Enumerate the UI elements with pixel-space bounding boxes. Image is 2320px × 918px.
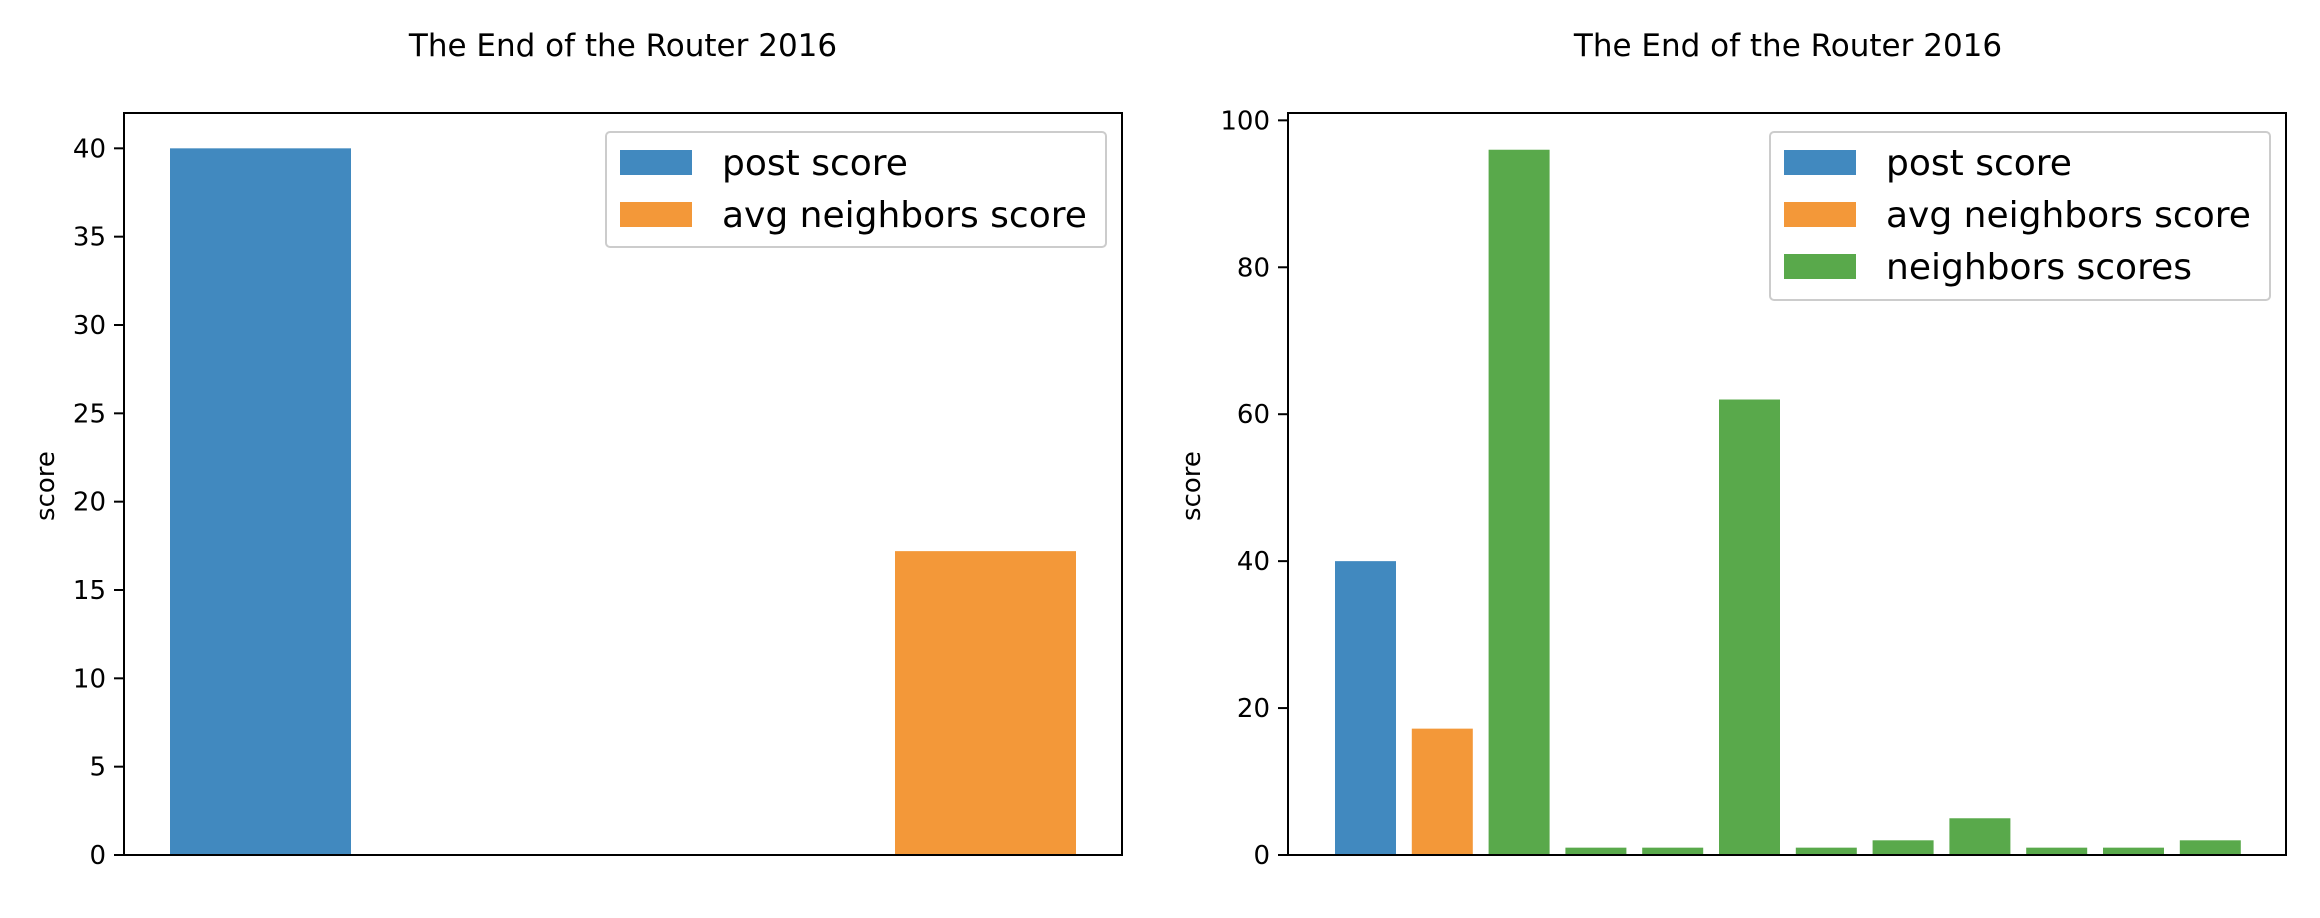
right-chart-bars: [1335, 149, 2241, 855]
left-chart-legend: post score avg neighbors score: [605, 131, 1107, 248]
right-legend-swatch-neighbors-scores: [1784, 254, 1856, 279]
right-bar-neighbors-scores-5: [1719, 399, 1780, 855]
left-y-tick-label: 10: [73, 664, 106, 694]
left-y-tick-label: 5: [89, 753, 106, 783]
left-y-tick-label: 40: [73, 134, 106, 164]
left-y-tick-label: 20: [73, 488, 106, 518]
right-legend-swatch-post-score: [1784, 150, 1856, 175]
left-chart-title: The End of the Router 2016: [408, 28, 837, 64]
right-bar-neighbors-scores-7: [1872, 840, 1934, 855]
right-y-tick-label: 40: [1237, 547, 1270, 577]
right-legend-label-post-score: post score: [1886, 143, 2072, 184]
right-chart-panel: The End of the Router 2016 score 0 20 40 60…: [1177, 28, 2287, 871]
right-chart-title: The End of the Router 2016: [1573, 28, 2002, 64]
right-bar-neighbors-scores-6: [1795, 847, 1857, 855]
left-legend-frame: [605, 131, 1107, 248]
right-y-tick-label: 0: [1253, 841, 1270, 871]
left-legend-swatch-avg-neighbors-score: [620, 202, 692, 227]
right-legend-swatch-avg-neighbors-score: [1784, 202, 1856, 227]
right-bar-post-score-0: [1335, 561, 1396, 855]
left-chart-bars: [170, 148, 1076, 856]
right-y-tick-label: 80: [1237, 253, 1270, 283]
right-bar-neighbors-scores-8: [1949, 818, 2011, 855]
right-chart-y-axis-label: score: [1177, 451, 1207, 521]
left-legend-label-avg-neighbors-score: avg neighbors score: [722, 195, 1087, 236]
right-bar-avg-neighbors-score-1: [1411, 728, 1473, 855]
left-chart-plot-frame: [123, 112, 1123, 856]
left-y-tick-label: 15: [73, 576, 106, 606]
left-legend-label-post-score: post score: [722, 143, 908, 184]
right-chart-legend: post score avg neighbors score neighbors s…: [1769, 131, 2271, 301]
right-legend-frame: [1769, 131, 2271, 301]
right-chart-plot-frame: [1287, 112, 2287, 856]
left-y-tick-label: 30: [73, 311, 106, 341]
right-bar-neighbors-scores-4: [1642, 847, 1704, 855]
right-legend-label-avg-neighbors-score: avg neighbors score: [1886, 195, 2251, 236]
left-legend-swatch-post-score: [620, 150, 692, 175]
right-bar-neighbors-scores-2: [1488, 149, 1550, 855]
left-chart-y-axis-label: score: [31, 451, 61, 521]
left-chart-panel: The End of the Router 2016 score 0 5 10 15 2…: [31, 28, 1123, 871]
left-bar-avg-neighbors-score-1: [895, 551, 1076, 855]
left-chart-y-ticks: 0 5 10 15 20 25 30 35 40: [73, 134, 124, 871]
right-bar-neighbors-scores-10: [2103, 847, 2164, 855]
right-y-tick-label: 60: [1237, 400, 1270, 430]
left-y-tick-label: 0: [89, 841, 106, 871]
left-y-tick-label: 25: [73, 399, 106, 429]
right-y-tick-label: 20: [1237, 694, 1270, 724]
right-legend-label-neighbors-scores: neighbors scores: [1886, 247, 2192, 288]
left-bar-post-score-0: [170, 148, 351, 856]
right-chart-y-ticks: 0 20 40 60 80 100: [1220, 106, 1288, 871]
right-bar-neighbors-scores-11: [2179, 840, 2241, 855]
right-bar-neighbors-scores-9: [2026, 847, 2088, 855]
left-y-tick-label: 35: [73, 223, 106, 253]
right-y-tick-label: 100: [1220, 106, 1270, 136]
right-bar-neighbors-scores-3: [1565, 847, 1627, 855]
